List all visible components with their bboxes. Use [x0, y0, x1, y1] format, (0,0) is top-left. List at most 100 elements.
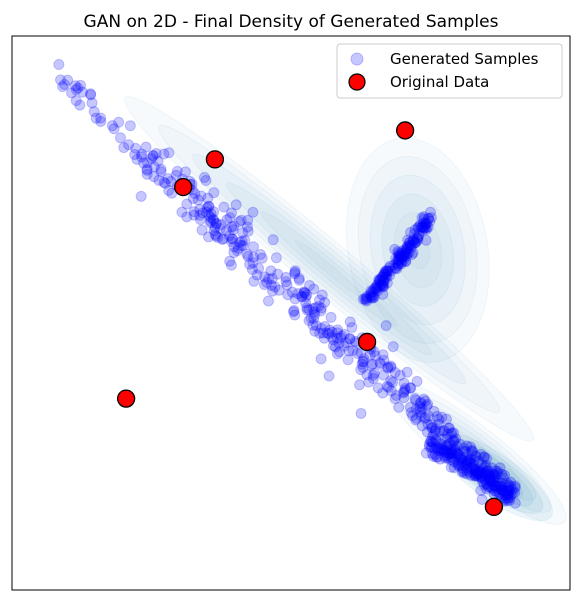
generated-sample-point	[489, 465, 501, 477]
generated-sample-point	[479, 467, 491, 479]
generated-sample-point	[355, 364, 367, 376]
density-contours	[123, 96, 567, 525]
generated-sample-point	[395, 256, 407, 268]
generated-sample-point	[378, 369, 390, 381]
original-data-point	[357, 332, 377, 352]
generated-sample-point	[453, 454, 465, 466]
generated-sample-point	[194, 209, 206, 221]
generated-sample-point	[376, 271, 388, 283]
generated-sample-point	[401, 245, 413, 257]
generated-sample-point	[468, 454, 480, 466]
generated-sample-point	[381, 380, 393, 392]
generated-sample-point	[496, 484, 508, 496]
generated-sample-point	[373, 274, 385, 286]
generated-sample-point	[488, 470, 500, 482]
generated-sample-point	[405, 382, 417, 394]
legend-label-original: Original Data	[390, 73, 489, 91]
generated-sample-point	[315, 302, 327, 314]
generated-sample-point	[379, 265, 391, 277]
generated-sample-point	[226, 236, 238, 248]
generated-sample-point	[494, 462, 506, 474]
generated-sample-point	[481, 465, 493, 477]
generated-sample-point	[308, 283, 320, 295]
generated-sample-point	[315, 323, 327, 335]
generated-sample-point	[483, 472, 495, 484]
generated-sample-point	[378, 267, 390, 279]
generated-sample-point	[261, 276, 273, 288]
generated-sample-point	[401, 241, 413, 253]
generated-sample-point	[208, 187, 220, 199]
generated-sample-point	[267, 234, 279, 246]
density-contour	[383, 378, 567, 525]
density-contour	[413, 402, 537, 501]
generated-sample-point	[475, 448, 487, 460]
generated-sample-point	[234, 216, 246, 228]
generated-sample-point	[470, 463, 482, 475]
generated-sample-point	[316, 289, 328, 301]
generated-sample-point	[496, 482, 508, 494]
generated-sample-point	[476, 476, 488, 488]
generated-sample-point	[465, 461, 477, 473]
generated-sample-point	[308, 306, 320, 318]
generated-sample-point	[273, 284, 285, 296]
generated-sample-point	[391, 263, 403, 275]
generated-sample-point	[455, 453, 467, 465]
density-contour	[123, 96, 535, 442]
generated-sample-point	[74, 99, 86, 111]
generated-sample-point	[472, 468, 484, 480]
generated-sample-point	[410, 414, 422, 426]
generated-sample-point	[456, 466, 468, 478]
generated-sample-point	[468, 463, 480, 475]
generated-sample-point	[95, 116, 107, 128]
generated-sample-point	[402, 247, 414, 259]
generated-sample-point	[419, 222, 431, 234]
generated-sample-point	[155, 166, 167, 178]
generated-sample-point	[398, 386, 410, 398]
generated-sample-point	[439, 451, 451, 463]
generated-sample-point	[419, 218, 431, 230]
generated-sample-point	[495, 480, 507, 492]
generated-sample-point	[404, 240, 416, 252]
generated-sample-point	[303, 304, 315, 316]
generated-sample-point	[421, 426, 433, 438]
generated-sample-point	[502, 489, 514, 501]
generated-sample-point	[441, 433, 453, 445]
generated-sample-point	[410, 394, 422, 406]
generated-sample-point	[404, 239, 416, 251]
generated-sample-point	[420, 234, 432, 246]
generated-sample-point	[503, 488, 515, 500]
generated-sample-point	[382, 362, 394, 374]
generated-sample-point	[265, 279, 277, 291]
generated-sample-point	[436, 443, 448, 455]
generated-sample-point	[488, 475, 500, 487]
generated-sample-point	[405, 242, 417, 254]
generated-sample-point	[155, 163, 167, 175]
generated-sample-point	[427, 430, 439, 442]
generated-sample-point	[364, 349, 376, 361]
generated-sample-point	[504, 492, 516, 504]
generated-sample-point	[423, 213, 435, 225]
generated-sample-point	[400, 255, 412, 267]
generated-sample-point	[413, 228, 425, 240]
generated-sample-point	[407, 233, 419, 245]
generated-sample-point	[301, 289, 313, 301]
generated-sample-point	[422, 221, 434, 233]
generated-sample-point	[374, 275, 386, 287]
generated-sample-point	[392, 254, 404, 266]
generated-sample-point	[147, 150, 159, 162]
generated-sample-point	[373, 274, 385, 286]
generated-sample-point	[230, 199, 242, 211]
generated-sample-point	[357, 355, 369, 367]
generated-sample-point	[300, 291, 312, 303]
generated-sample-point	[503, 481, 515, 493]
generated-sample-point	[228, 220, 240, 232]
generated-sample-point	[385, 265, 397, 277]
generated-sample-point	[287, 306, 299, 318]
generated-sample-point	[204, 217, 216, 229]
generated-sample-point	[484, 474, 496, 486]
generated-sample-point	[370, 282, 382, 294]
generated-sample-point	[448, 456, 460, 468]
generated-sample-point	[332, 324, 344, 336]
generated-sample-point	[445, 443, 457, 455]
generated-sample-point	[398, 254, 410, 266]
